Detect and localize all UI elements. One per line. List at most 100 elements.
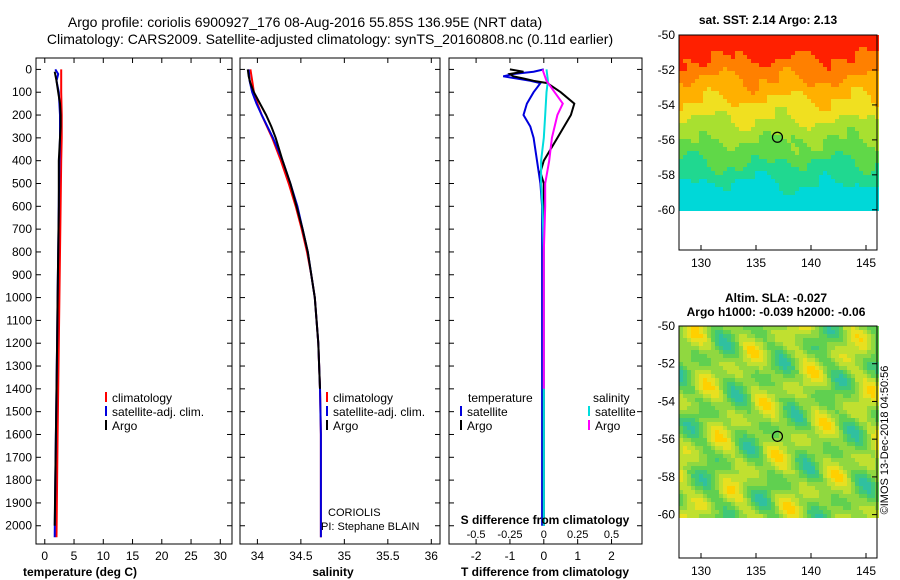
map-bot-cell xyxy=(743,346,747,350)
map-bot-cell xyxy=(815,478,819,482)
map-bot-cell xyxy=(791,362,795,366)
map-bot-cell xyxy=(851,358,855,362)
map-bot-cell xyxy=(831,394,835,398)
map-top-cell xyxy=(859,47,863,51)
map-bot-cell xyxy=(867,502,871,506)
map-bot-cell xyxy=(691,458,695,462)
map-bot-cell xyxy=(795,450,799,454)
map-top-cell xyxy=(867,51,871,55)
map-bot-cell xyxy=(779,478,783,482)
map-top-cell xyxy=(731,171,735,175)
map-bot-cell xyxy=(767,326,771,330)
map-bot-cell xyxy=(747,438,751,442)
map-top-cell xyxy=(815,163,819,167)
map-top-cell xyxy=(743,167,747,171)
map-top-cell xyxy=(835,111,839,115)
map-bot-cell xyxy=(699,506,703,510)
map-bot-cell xyxy=(847,494,851,498)
map-bot-cell xyxy=(867,326,871,330)
map-bot-cell xyxy=(691,494,695,498)
map-top-cell xyxy=(771,191,775,195)
map-top-cell xyxy=(827,123,831,127)
map-bot-cell xyxy=(779,446,783,450)
map-top-cell xyxy=(707,179,711,183)
map-top-cell xyxy=(763,87,767,91)
map-bot-cell xyxy=(707,402,711,406)
map-bot-cell xyxy=(811,454,815,458)
map-top-cell xyxy=(703,187,707,191)
map-top-cell xyxy=(711,95,715,99)
map-top-cell xyxy=(775,175,779,179)
map-top-cell xyxy=(835,151,839,155)
map-bot-cell xyxy=(799,466,803,470)
map-top-cell xyxy=(811,79,815,83)
map-top-cell xyxy=(707,35,711,39)
map-bot-cell xyxy=(839,502,843,506)
map-bot-cell xyxy=(771,330,775,334)
map-bot-cell xyxy=(803,390,807,394)
map-top-cell xyxy=(687,167,691,171)
map-top-cell xyxy=(715,67,719,71)
map-bot-cell xyxy=(827,330,831,334)
map-top-cell xyxy=(827,115,831,119)
map-top-cell xyxy=(799,99,803,103)
map-top-cell xyxy=(823,71,827,75)
map-top-cell xyxy=(807,111,811,115)
map-bot-cell xyxy=(703,374,707,378)
map-top-cell xyxy=(815,119,819,123)
map-bot-cell xyxy=(723,470,727,474)
map-top-cell xyxy=(727,35,731,39)
map-bot-cell xyxy=(735,494,739,498)
map-bot-cell xyxy=(871,422,875,426)
map-top-cell xyxy=(795,123,799,127)
map-bot-cell xyxy=(827,394,831,398)
map-bot-cell xyxy=(739,326,743,330)
map-bot-cell xyxy=(711,458,715,462)
map-top-cell xyxy=(823,139,827,143)
map-top-xtick-label: 135 xyxy=(746,256,766,270)
map-top-cell xyxy=(723,175,727,179)
map-bot-cell xyxy=(807,498,811,502)
map-bot-cell xyxy=(699,350,703,354)
sst-map-title: sat. SST: 2.14 Argo: 2.13 xyxy=(699,13,838,27)
map-top-cell xyxy=(747,111,751,115)
map-bot-cell xyxy=(735,330,739,334)
map-bot-cell xyxy=(759,466,763,470)
map-bot-cell xyxy=(703,514,707,518)
map-bot-cell xyxy=(751,362,755,366)
map-bot-cell xyxy=(843,334,847,338)
map-bot-cell xyxy=(751,342,755,346)
map-bot-cell xyxy=(755,378,759,382)
map-bot-cell xyxy=(855,410,859,414)
map-bot-cell xyxy=(859,366,863,370)
map-bot-cell xyxy=(735,430,739,434)
map-bot-cell xyxy=(831,342,835,346)
map-bot-cell xyxy=(687,366,691,370)
map-bot-cell xyxy=(711,462,715,466)
map-bot-cell xyxy=(691,358,695,362)
map-bot-cell xyxy=(851,334,855,338)
map-bot-cell xyxy=(755,338,759,342)
map-bot-cell xyxy=(739,450,743,454)
map-bot-cell xyxy=(731,342,735,346)
map-bot-cell xyxy=(775,398,779,402)
map-bot-cell xyxy=(787,454,791,458)
map-bot-cell xyxy=(851,402,855,406)
map-top-cell xyxy=(871,135,875,139)
map-bot-cell xyxy=(771,494,775,498)
map-top-frame xyxy=(678,34,878,251)
map-bot-cell xyxy=(851,446,855,450)
map-top-cell xyxy=(679,83,683,87)
map-bot-cell xyxy=(759,506,763,510)
map-bot-cell xyxy=(743,474,747,478)
map-top-cell xyxy=(791,87,795,91)
map-bot-cell xyxy=(763,342,767,346)
map-top-cell xyxy=(787,111,791,115)
map-top-cell xyxy=(871,99,875,103)
map-bot-cell xyxy=(715,466,719,470)
map-top-cell xyxy=(835,199,839,203)
map-bot-cell xyxy=(803,514,807,518)
map-bot-cell xyxy=(691,474,695,478)
map-top-cell xyxy=(679,139,683,143)
